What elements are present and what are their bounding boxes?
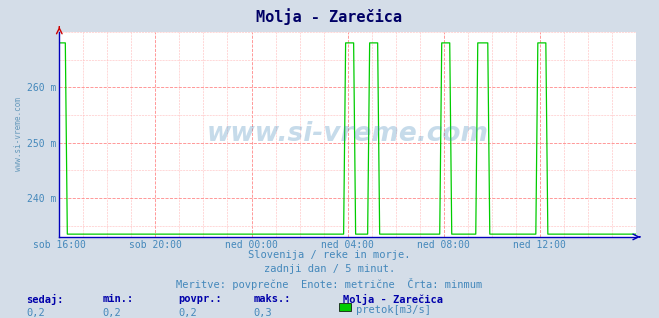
Text: min.:: min.: [102,294,133,304]
Text: Meritve: povprečne  Enote: metrične  Črta: minmum: Meritve: povprečne Enote: metrične Črta:… [177,278,482,290]
Text: sedaj:: sedaj: [26,294,64,305]
Text: 0,2: 0,2 [102,308,121,318]
Text: zadnji dan / 5 minut.: zadnji dan / 5 minut. [264,264,395,274]
Text: Slovenija / reke in morje.: Slovenija / reke in morje. [248,250,411,259]
Text: Molja - Zarečica: Molja - Zarečica [343,294,443,305]
Text: povpr.:: povpr.: [178,294,221,304]
Text: maks.:: maks.: [254,294,291,304]
Text: 0,2: 0,2 [178,308,196,318]
Text: 0,3: 0,3 [254,308,272,318]
Y-axis label: www.si-vreme.com: www.si-vreme.com [14,97,23,171]
Text: Molja - Zarečica: Molja - Zarečica [256,8,403,25]
Text: pretok[m3/s]: pretok[m3/s] [356,305,431,315]
Text: 0,2: 0,2 [26,308,45,318]
Text: www.si-vreme.com: www.si-vreme.com [207,121,488,147]
